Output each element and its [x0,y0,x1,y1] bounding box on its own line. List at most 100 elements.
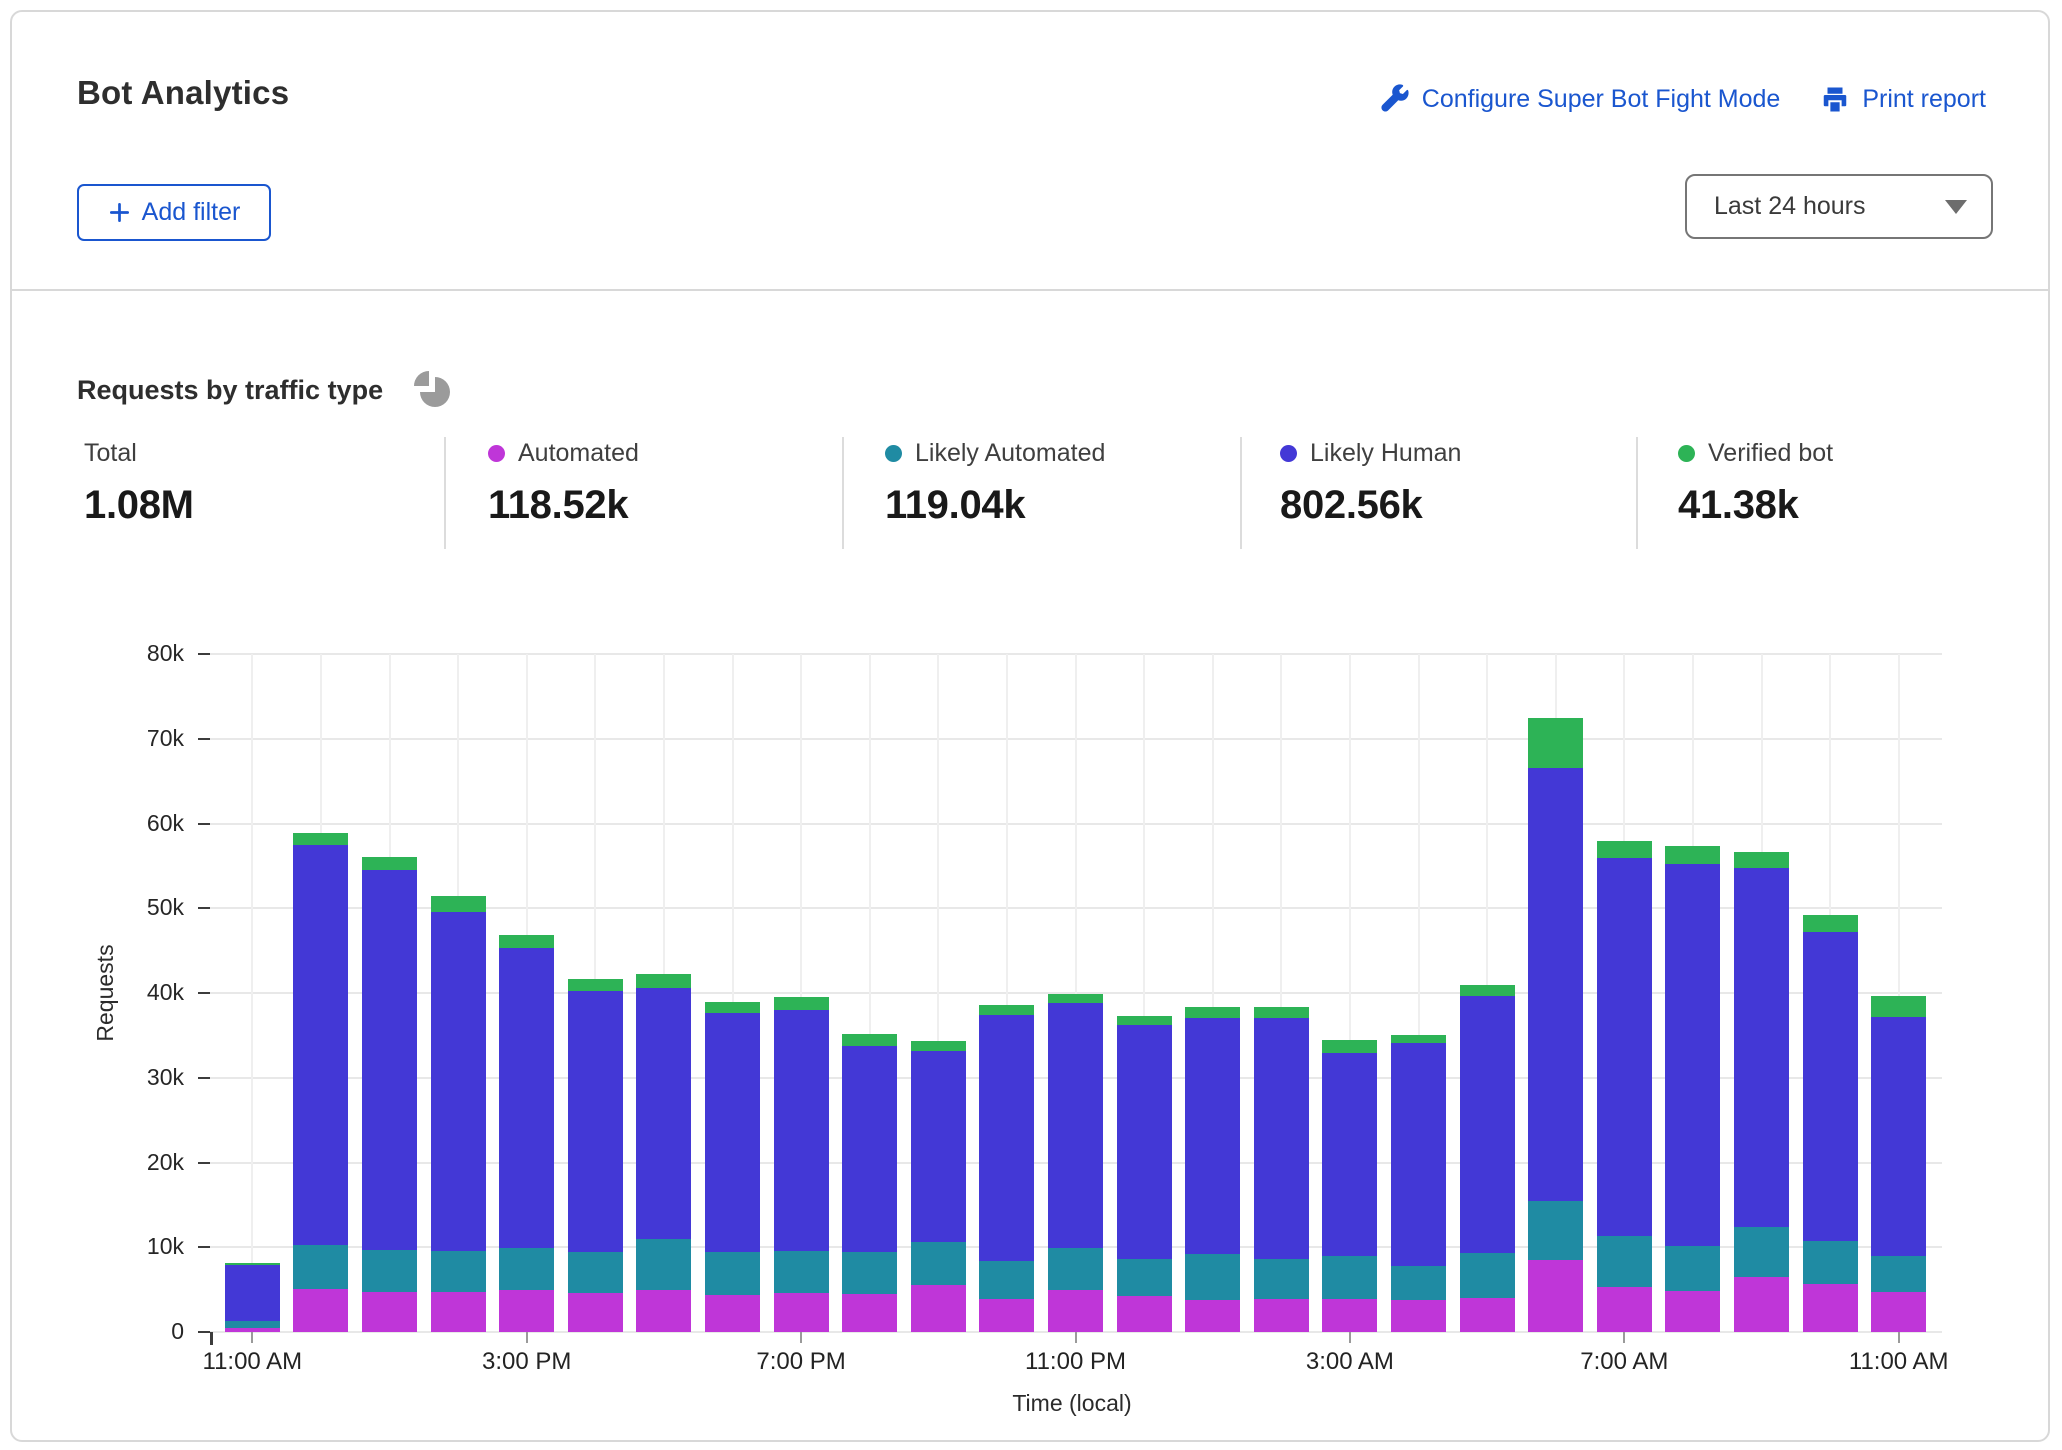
likely-automated-color-dot-icon [885,445,902,462]
bar-segment-verified-bot [705,1002,760,1013]
x-axis-tick [800,1332,802,1343]
stat-likely-human[interactable]: Likely Human 802.56k [1280,437,1461,528]
stat-label: Likely Automated [915,439,1105,468]
bar-segment-automated [636,1290,691,1332]
bar-segment-automated [705,1295,760,1332]
bar-segment-automated [1322,1299,1377,1332]
bar-segment-automated [774,1293,829,1332]
y-axis-tick [198,1077,210,1079]
bar-5-00-am[interactable] [1460,654,1515,1332]
bar-segment-likely-human [1254,1018,1309,1259]
bar-8-00-am[interactable] [1665,654,1720,1332]
y-axis-tick-label: 70k [66,725,184,752]
y-axis-tick [198,907,210,909]
configure-link-label: Configure Super Bot Fight Mode [1422,85,1781,114]
bar-segment-likely-automated [911,1242,966,1285]
stat-value: 118.52k [488,483,639,528]
bar-12-00-pm[interactable] [293,654,348,1332]
bar-1-00-pm[interactable] [362,654,417,1332]
bar-5-00-pm[interactable] [636,654,691,1332]
stat-value: 41.38k [1678,483,1833,528]
stat-likely-automated[interactable]: Likely Automated 119.04k [885,437,1105,528]
bar-segment-likely-automated [774,1251,829,1293]
x-axis-tick [1898,1332,1900,1343]
bar-6-00-pm[interactable] [705,654,760,1332]
bar-segment-automated [1460,1298,1515,1332]
y-axis-tick-label: 60k [66,810,184,837]
x-axis-tick-label: 3:00 AM [1255,1348,1445,1376]
stat-automated[interactable]: Automated 118.52k [488,437,639,528]
x-axis-tick [1075,1332,1077,1343]
add-filter-button[interactable]: Add filter [77,184,271,241]
add-filter-label: Add filter [142,198,241,227]
bar-segment-verified-bot [1460,985,1515,996]
bar-segment-likely-automated [636,1239,691,1290]
stat-label: Likely Human [1310,439,1461,468]
bar-segment-likely-human [1871,1017,1926,1256]
bar-11-00-am[interactable] [225,654,280,1332]
bar-segment-verified-bot [1528,718,1583,768]
bot-analytics-card: Bot Analytics Configure Super Bot Fight … [10,10,2050,1442]
bar-segment-likely-human [911,1051,966,1243]
bar-segment-likely-human [774,1010,829,1251]
x-axis-tick [1623,1332,1625,1343]
bar-segment-automated [979,1299,1034,1332]
stat-value: 119.04k [885,483,1105,528]
x-axis-tick-label: 11:00 AM [1804,1348,1994,1376]
bar-segment-likely-human [1734,868,1789,1226]
bar-segment-likely-automated [362,1250,417,1292]
bar-segment-likely-automated [1734,1227,1789,1277]
bar-7-00-pm[interactable] [774,654,829,1332]
time-range-select[interactable]: Last 24 hours [1685,174,1993,239]
bar-4-00-am[interactable] [1391,654,1446,1332]
bar-segment-verified-bot [1734,852,1789,868]
verified-bot-color-dot-icon [1678,445,1695,462]
y-axis-tick-label: 40k [66,979,184,1006]
stat-verified-bot[interactable]: Verified bot 41.38k [1678,437,1833,528]
print-report-link[interactable]: Print report [1820,85,1986,115]
bar-segment-verified-bot [293,833,348,845]
bar-3-00-am[interactable] [1322,654,1377,1332]
bar-segment-likely-human [1322,1053,1377,1256]
bar-segment-likely-automated [431,1251,486,1293]
pie-chart-icon[interactable] [409,367,455,413]
bar-segment-likely-human [362,870,417,1250]
bar-segment-likely-human [1597,858,1652,1236]
configure-super-bot-fight-mode-link[interactable]: Configure Super Bot Fight Mode [1379,84,1781,115]
bar-segment-likely-human [431,912,486,1251]
bar-3-00-pm[interactable] [499,654,554,1332]
bar-segment-automated [1117,1296,1172,1332]
bar-segment-verified-bot [1391,1035,1446,1043]
bar-segment-likely-human [705,1013,760,1251]
bar-segment-likely-human [1528,768,1583,1200]
bar-10-00-am[interactable] [1803,654,1858,1332]
stat-divider [842,437,844,549]
stat-divider [1240,437,1242,549]
stat-label: Automated [518,439,639,468]
x-axis-tick-label: 3:00 PM [432,1348,622,1376]
stat-total: Total 1.08M [84,437,194,528]
bar-9-00-pm[interactable] [911,654,966,1332]
bar-11-00-am[interactable] [1871,654,1926,1332]
bar-9-00-am[interactable] [1734,654,1789,1332]
bar-4-00-pm[interactable] [568,654,623,1332]
bar-2-00-am[interactable] [1254,654,1309,1332]
bar-segment-likely-automated [1048,1248,1103,1290]
bar-12-00-am[interactable] [1117,654,1172,1332]
bar-segment-likely-automated [225,1321,280,1328]
bar-11-00-pm[interactable] [1048,654,1103,1332]
bar-6-00-am[interactable] [1528,654,1583,1332]
bar-2-00-pm[interactable] [431,654,486,1332]
bar-10-00-pm[interactable] [979,654,1034,1332]
bar-segment-verified-bot [1322,1040,1377,1053]
y-axis-tick-label: 20k [66,1149,184,1176]
bar-segment-likely-human [636,988,691,1239]
bar-8-00-pm[interactable] [842,654,897,1332]
bar-segment-verified-bot [1803,915,1858,932]
bar-7-00-am[interactable] [1597,654,1652,1332]
bar-segment-likely-human [979,1015,1034,1261]
bar-segment-likely-automated [293,1245,348,1289]
bar-segment-automated [1048,1290,1103,1332]
bar-1-00-am[interactable] [1185,654,1240,1332]
y-axis-tick-label: 50k [66,894,184,921]
